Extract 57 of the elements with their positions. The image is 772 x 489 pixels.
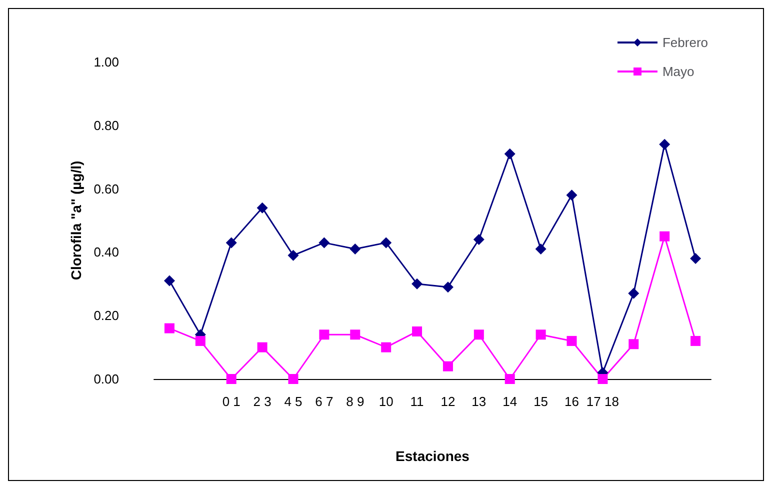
point: [350, 244, 361, 255]
x-tick-label: 2 3: [253, 394, 272, 409]
legend-label: Mayo: [662, 64, 694, 79]
point: [164, 275, 175, 286]
x-axis-title: Estaciones: [396, 448, 470, 464]
x-tick-label: 14: [502, 394, 518, 409]
point: [195, 336, 206, 346]
point: [319, 330, 330, 340]
point: [628, 288, 640, 299]
x-tick-label: 16: [564, 394, 579, 409]
point: [318, 237, 330, 248]
point: [442, 282, 454, 293]
point: [226, 237, 237, 248]
x-tick-label: 8 9: [346, 394, 364, 409]
point: [256, 202, 268, 214]
point: [288, 374, 298, 384]
x-tick-label: 12: [440, 394, 456, 409]
point: [598, 374, 608, 384]
point: [504, 148, 516, 160]
point: [660, 231, 670, 242]
y-tick-label: 0.20: [94, 308, 119, 324]
point: [690, 336, 701, 346]
y-axis-title: Clorofila "a" (µg/l): [68, 160, 84, 280]
point: [442, 361, 453, 372]
x-tick-label: 6 7: [315, 394, 334, 409]
x-tick-label: 11: [410, 394, 424, 409]
legend-label: Febrero: [662, 35, 708, 50]
x-tick-label: 13: [472, 394, 486, 409]
x-tick-label: 17 18: [586, 394, 619, 409]
point: [288, 250, 299, 261]
y-tick-label: 1.00: [94, 54, 119, 70]
y-tick-label: 0.00: [94, 372, 119, 386]
x-tick-label: 4 5: [284, 394, 302, 409]
point: [473, 234, 484, 246]
point: [474, 330, 484, 340]
y-tick-label: 0.80: [94, 118, 119, 133]
point: [690, 253, 702, 264]
point: [257, 342, 268, 352]
x-tick-label: 10: [378, 394, 394, 409]
point: [380, 237, 392, 248]
y-tick-label: 0.60: [94, 181, 119, 196]
point: [566, 336, 577, 346]
point: [566, 190, 578, 201]
point: [226, 374, 236, 384]
point: [350, 330, 360, 340]
point: [412, 326, 422, 336]
point: [504, 374, 515, 384]
point: [412, 278, 423, 290]
point: [628, 339, 639, 350]
x-tick-label: 0 1: [222, 394, 240, 409]
point: [536, 330, 546, 340]
point: [381, 342, 392, 352]
point: [535, 244, 546, 255]
x-tick-label: 15: [534, 394, 548, 409]
point: [164, 323, 174, 334]
point: [659, 138, 670, 150]
y-tick-label: 0.40: [94, 244, 119, 260]
